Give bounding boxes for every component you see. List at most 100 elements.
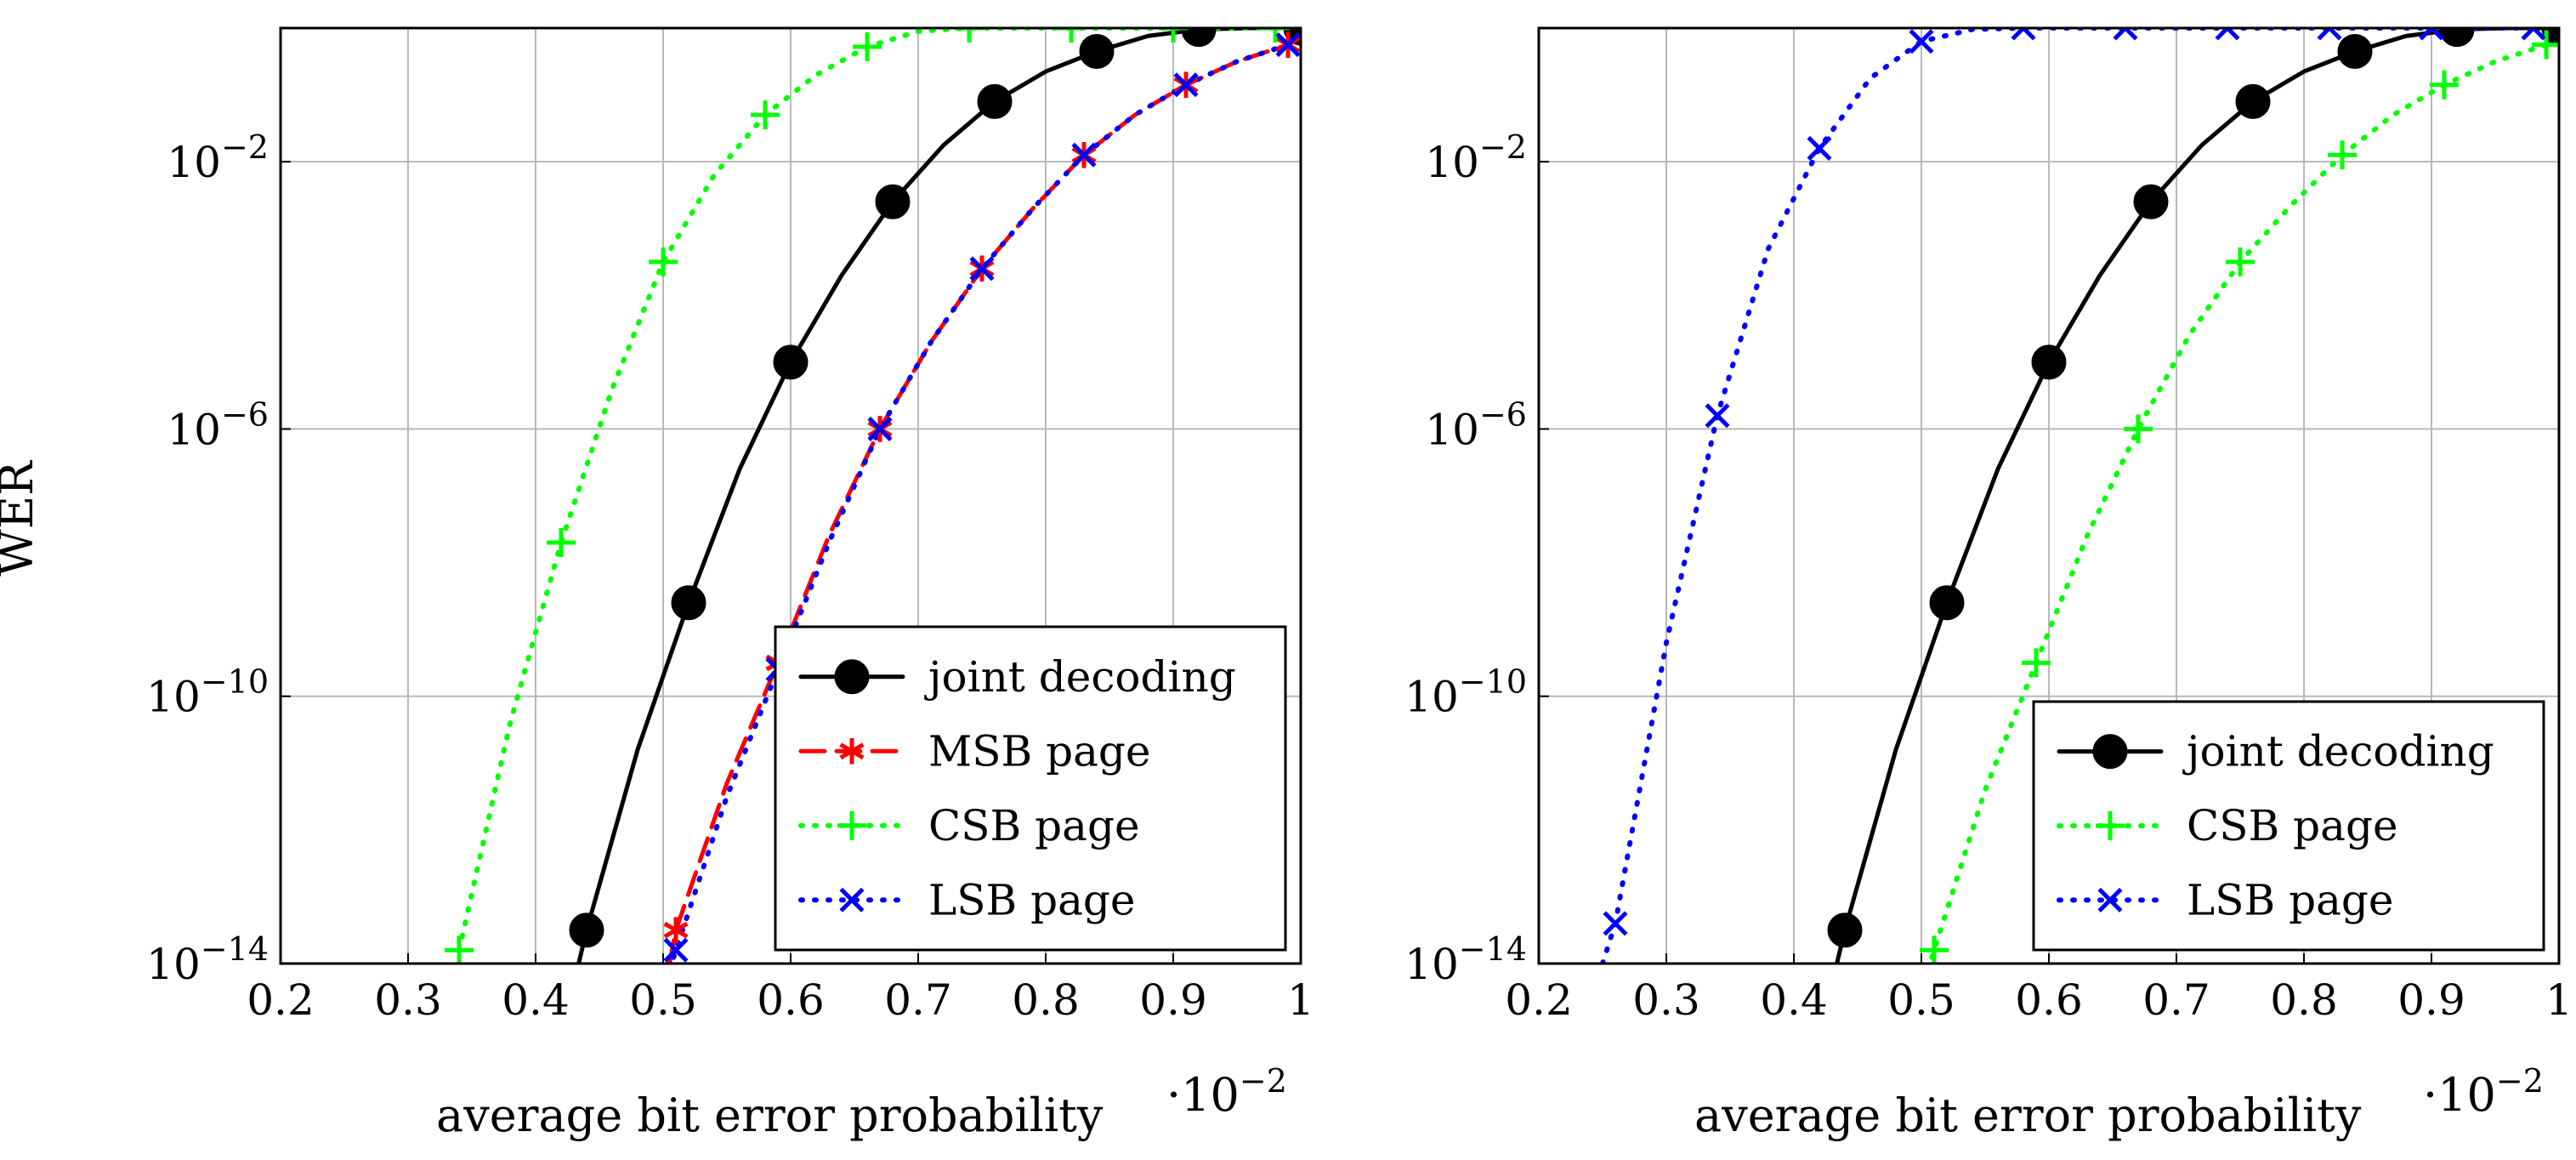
right-point-csb-page [2532,30,2559,60]
right-y-tick-label: 10−6 [1425,395,1527,454]
left-x-tick-label: 0.2 [247,975,315,1025]
left-legend: joint decoding MSB page CSB page LSB page [774,625,1287,952]
right-legend-label-joint-decoding: joint decoding [2182,727,2494,776]
left-point-joint-decoding [977,83,1013,119]
left-y-tick-label: 10−2 [167,128,269,187]
right-point-lsb-page [2215,28,2240,41]
left-x-tick-label: 0.7 [884,975,952,1025]
right-x-tick-label: 0.2 [1505,975,1573,1025]
left-point-csb-page [1159,28,1188,43]
right-point-joint-decoding [2235,83,2271,119]
right-point-csb-page [2226,247,2255,276]
right-x-tick-label: 0.7 [2142,975,2210,1025]
right-x-tick-label: 0.3 [1632,975,1700,1025]
left-point-joint-decoding [671,585,706,621]
left-series-line-lsb-page [668,42,1291,964]
right-legend-marker-lsb-page [2097,887,2123,913]
right-y-tick-label: 10−10 [1404,663,1527,722]
left-point-csb-page [649,247,678,276]
right-chart-panel: 0.2 0.3 0.4 0.5 0.6 0.7 0.8 0.9 1 10−2 10−6 10−10 10… [1404,26,2573,1142]
left-legend-marker-lsb-page [839,887,865,913]
right-point-lsb-page [1603,911,1628,936]
right-series-line-joint-decoding [1835,28,2559,964]
left-point-csb-page [1261,28,1290,43]
right-x-tick-label: 0.9 [2397,975,2465,1025]
right-point-csb-page [2022,648,2051,678]
right-legend-label-csb-page: CSB page [2187,801,2398,850]
left-chart-panel: 0.2 0.3 0.4 0.5 0.6 0.7 0.8 0.9 1 10−2 10−6 10−10 10… [0,26,1314,1142]
left-point-joint-decoding [569,913,604,948]
left-point-csb-page [955,28,984,43]
left-legend-marker-joint-decoding [834,659,870,695]
right-point-csb-page [2430,70,2459,100]
left-point-joint-decoding [875,184,911,219]
right-point-joint-decoding [1827,913,1863,948]
left-y-axis-label: WER [0,460,43,577]
left-point-lsb-page [1275,32,1301,58]
right-point-joint-decoding [2439,28,2475,48]
left-point-lsb-page [1071,142,1097,168]
right-y-tick-label: 10−2 [1425,128,1527,187]
left-x-tick-label: 1 [1287,975,1314,1025]
left-legend-label-csb-page: CSB page [928,801,1140,850]
left-point-lsb-page [867,416,893,441]
right-series-line-csb-page [1926,42,2549,964]
right-point-lsb-page [2317,28,2342,41]
left-x-axis-multiplier: ·10−2 [1166,1062,1287,1122]
right-point-csb-page [2124,414,2153,444]
right-point-lsb-page [2521,28,2546,41]
left-series-line-csb-page [457,28,1278,953]
left-point-joint-decoding [773,344,809,380]
left-point-joint-decoding [1079,34,1115,69]
right-point-csb-page [2328,140,2357,170]
right-x-tick-label: 1 [2545,975,2573,1025]
left-legend-label-lsb-page: LSB page [928,875,1136,924]
left-legend-label-msb-page: MSB page [928,726,1151,776]
right-x-tick-label: 0.8 [2270,975,2338,1025]
left-x-tick-label: 0.4 [502,975,570,1025]
right-x-axis-multiplier: ·10−2 [2423,1062,2544,1122]
left-x-axis-label: average bit error probability [436,1089,1104,1142]
left-legend-marker-msb-page [839,737,865,765]
left-y-tick-label: 10−6 [167,395,269,454]
right-legend-marker-joint-decoding [2092,734,2128,770]
left-legend-marker-csb-page [837,810,866,840]
left-point-csb-page [547,528,576,557]
right-x-tick-label: 0.5 [1887,975,1955,1025]
right-point-joint-decoding [2031,344,2067,380]
right-point-joint-decoding [2133,184,2169,219]
right-legend-marker-csb-page [2096,811,2125,840]
right-point-joint-decoding [1929,585,1965,621]
right-point-lsb-page [2113,28,2138,41]
left-point-csb-page [445,935,474,964]
right-legend-label-lsb-page: LSB page [2187,875,2394,924]
left-point-csb-page [853,32,882,61]
left-y-tick-label: 10−14 [146,930,269,989]
right-point-lsb-page [1705,403,1730,429]
left-x-tick-label: 0.8 [1012,975,1080,1025]
left-point-msb-page [663,917,689,944]
right-point-lsb-page [1909,29,1934,54]
left-y-tick-label: 10−10 [146,663,269,722]
left-x-tick-label: 0.9 [1139,975,1207,1025]
left-point-csb-page [751,100,780,130]
right-point-csb-page [1920,935,1949,964]
left-point-lsb-page [969,256,995,281]
right-point-joint-decoding [2337,34,2373,69]
left-x-tick-label: 0.6 [757,975,825,1025]
right-x-axis-label: average bit error probability [1694,1089,2362,1142]
right-x-tick-label: 0.4 [1760,975,1828,1025]
right-legend: joint decoding CSB page LSB page [2032,700,2545,952]
right-y-tick-label: 10−14 [1404,930,1527,989]
left-x-tick-label: 0.3 [374,975,442,1025]
left-legend-label-joint-decoding: joint decoding [924,652,1236,702]
left-point-lsb-page [1173,72,1199,98]
right-point-lsb-page [1807,135,1832,161]
left-series-line-msb-page [667,43,1291,964]
left-x-tick-label: 0.5 [629,975,697,1025]
left-point-lsb-page [663,937,689,963]
left-point-csb-page [1057,28,1086,43]
right-x-tick-label: 0.6 [2015,975,2083,1025]
right-point-lsb-page [2419,28,2444,41]
